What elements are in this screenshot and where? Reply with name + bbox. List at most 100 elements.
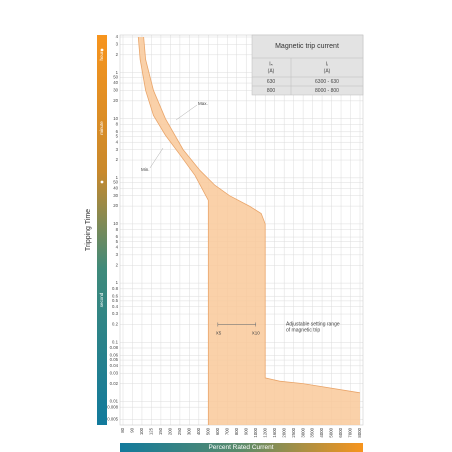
x-tick-label: 3500 — [310, 427, 315, 437]
table: Magnetic trip current Iₙ (A) Iᵢ (A) 630 … — [251, 34, 364, 96]
y-tick-label: 0.3 — [112, 311, 119, 316]
y-tick-label: 2 — [116, 52, 119, 57]
table-cell: 800 — [267, 88, 276, 94]
x-tick-label: 800 — [234, 427, 239, 435]
y-axis-label: Tripping Time — [85, 209, 92, 251]
x-tick-label: 2000 — [281, 427, 286, 437]
range-label: X5 — [216, 331, 222, 336]
band-dot — [100, 180, 104, 184]
x-tick-label: 2500 — [291, 427, 296, 437]
curve-label: Min. — [141, 167, 150, 172]
y-tick-label: 2 — [116, 157, 119, 162]
x-tick-label: 125 — [149, 427, 154, 435]
x-tick-label: 400 — [196, 427, 201, 435]
y-tick-label: 10 — [113, 221, 118, 226]
y-tick-label: 3 — [116, 147, 119, 152]
curve — [137, 36, 209, 425]
y-tick-label: 4 — [116, 34, 119, 39]
y-tick-label: 10 — [113, 116, 118, 121]
y-tick-label: 20 — [113, 98, 118, 103]
x-tick-label: 1200 — [262, 427, 267, 437]
table-title: Magnetic trip current — [275, 43, 339, 50]
y-tick-label: 50 — [113, 74, 118, 79]
y-tick-label: 0.8 — [112, 286, 119, 291]
y-tick-label: 0.6 — [112, 293, 119, 298]
x-tick-label: 1600 — [272, 427, 277, 437]
leader — [175, 104, 198, 121]
x-tick-label: 90 — [130, 427, 135, 432]
y-tick-label: 0.4 — [112, 304, 119, 309]
y-tick-label: 0.05 — [110, 357, 119, 362]
y-tick-label: 0.5 — [112, 298, 119, 303]
x-tick-label: 3000 — [300, 427, 305, 437]
grid — [119, 34, 364, 426]
x-tick-label: 80 — [120, 427, 125, 432]
y-tick-label: 0.2 — [112, 322, 119, 327]
y-tick-label: 3 — [116, 252, 119, 257]
range-label: X10 — [252, 331, 261, 336]
x-tick-label: 6000 — [338, 427, 343, 437]
curve — [143, 36, 361, 394]
table-cell: 630 — [267, 79, 276, 85]
region-label: hour — [99, 51, 104, 61]
x-tick-label: 8000 — [357, 427, 362, 437]
x-tick-label: 600 — [215, 427, 220, 435]
y-tick-label: 0.02 — [110, 381, 119, 386]
x-axis-label: Percent Rated Current — [208, 444, 273, 451]
x-tick-label: 100 — [139, 427, 144, 435]
y-tick-label: 8 — [116, 227, 119, 232]
table-box — [251, 34, 364, 96]
table-header: Iₙ — [269, 61, 272, 67]
y-tick-label: 0.008 — [107, 404, 118, 409]
y-tick-label: 0.06 — [110, 353, 119, 358]
y-tick-label: 30 — [113, 193, 118, 198]
y-tick-label: 40 — [113, 80, 118, 85]
marks — [137, 36, 361, 425]
y-tick-label: 0.005 — [107, 416, 118, 421]
y-tick-label: 4 — [116, 245, 119, 250]
y-tick-label: 2 — [116, 262, 119, 267]
y-tick-label: 1 — [116, 280, 119, 285]
x-tick-label: 900 — [243, 427, 248, 435]
leader — [149, 147, 164, 169]
x-tick-label: 150 — [158, 427, 163, 435]
y-tick-label: 40 — [113, 185, 118, 190]
y-tick-label: 5 — [116, 239, 119, 244]
x-tick-label: 700 — [224, 427, 229, 435]
y-tick-label: 6 — [116, 234, 119, 239]
table-header: (A) — [268, 68, 275, 74]
y-tick-label: 20 — [113, 203, 118, 208]
y-tick-label: 1 — [116, 175, 119, 180]
y-tick-label: 0.08 — [110, 345, 119, 350]
y-tick-label: 1 — [116, 70, 119, 75]
y-tick-label: 0.04 — [110, 363, 119, 368]
x-tick-label: 1000 — [253, 427, 258, 437]
table-cell: 8000 - 800 — [315, 88, 339, 94]
y-tick-label: 4 — [116, 139, 119, 144]
trip-band — [138, 37, 360, 425]
x-tick-label: 250 — [177, 427, 182, 435]
y-tick-label: 3 — [116, 42, 119, 47]
x-tick-label: 5000 — [329, 427, 334, 437]
annotation: of magnetic trip — [286, 327, 320, 333]
region-label: minute — [99, 121, 104, 135]
y-tick-label: 0.03 — [110, 370, 119, 375]
x-tick-label: 200 — [168, 427, 173, 435]
current-bar — [120, 443, 363, 452]
table-header: Iᵢ — [326, 61, 328, 67]
table-cell: 6300 - 630 — [315, 79, 339, 85]
region-label: second — [99, 292, 104, 307]
y-tick-label: 8 — [116, 122, 119, 127]
y-tick-label: 6 — [116, 129, 119, 134]
y-tick-label: 50 — [113, 180, 118, 185]
annotation: Adjustable setting range — [286, 321, 340, 327]
curve-label: Max. — [198, 101, 208, 106]
band-dot — [100, 48, 104, 52]
y-tick-label: 0.01 — [110, 399, 119, 404]
x-tick-label: 500 — [205, 427, 210, 435]
y-tick-label: 0.1 — [112, 339, 119, 344]
y-tick-label: 30 — [113, 88, 118, 93]
table-header: (A) — [324, 68, 331, 74]
x-tick-label: 7000 — [348, 427, 353, 437]
